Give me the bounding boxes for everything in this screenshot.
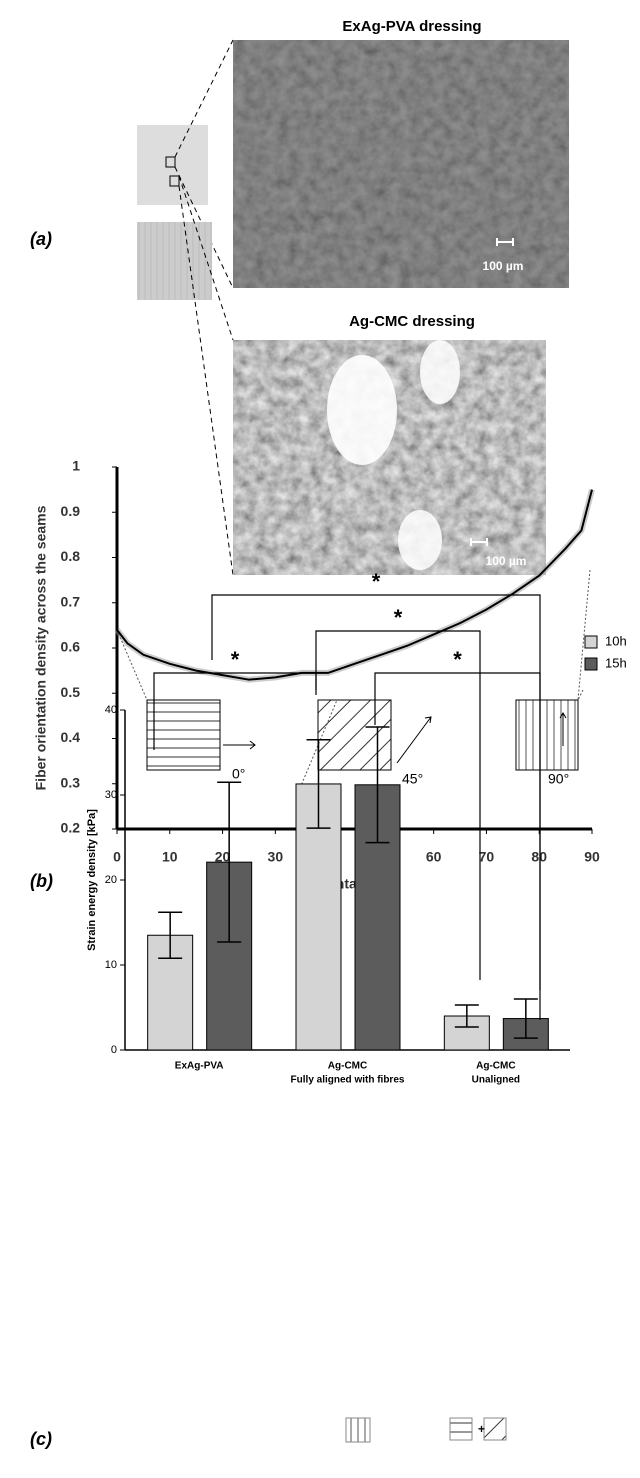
sample-swatch: [137, 125, 208, 205]
sample-stripes: [137, 222, 212, 300]
x-tick-label: 0: [113, 849, 121, 865]
significance-star: *: [394, 605, 403, 630]
y-tick-label: 0.4: [61, 729, 81, 745]
y-tick-label: 0: [111, 1044, 117, 1056]
bright-spot: [420, 340, 460, 404]
legend-swatch: [584, 657, 598, 671]
orientation-label: 90°: [548, 771, 569, 787]
zoom-box: [165, 156, 176, 168]
image-title: Ag-CMC dressing: [349, 313, 475, 330]
inset-patterns: [116, 569, 591, 789]
x-tick-label: 90: [584, 849, 600, 865]
bright-spot: [398, 510, 442, 570]
significance-bracket: [374, 672, 541, 990]
significance-star: *: [372, 569, 381, 594]
x-tick-sublabel: Fully aligned with fibres: [291, 1075, 405, 1086]
orientation-label: 45°: [402, 771, 423, 787]
error-bar: [158, 911, 183, 959]
scale-bar: [496, 238, 514, 246]
significance-star: *: [453, 647, 462, 672]
zoom-lines: [178, 175, 234, 576]
image-title: ExAg-PVA dressing: [342, 18, 481, 35]
micrograph: [233, 340, 546, 575]
zoom-box: [169, 175, 180, 187]
x-tick-label: 60: [426, 849, 442, 865]
x-tick-label: ExAg-PVA: [175, 1061, 224, 1072]
bottom-icons: +: [345, 1417, 507, 1443]
y-tick-label: 0.2: [61, 820, 81, 836]
y-tick-label: 30: [105, 789, 117, 801]
legend-label: 10h: [605, 633, 627, 648]
micrograph-shade: [233, 40, 569, 288]
panel-label: (b): [30, 871, 53, 891]
error-bar: [306, 739, 331, 829]
data-line: [116, 489, 593, 681]
scale-label: 100 µm: [483, 259, 524, 273]
x-tick-label: 80: [531, 849, 547, 865]
scale-label: 100 µm: [486, 554, 527, 568]
svg-text:+: +: [478, 1422, 485, 1436]
significance-star: *: [231, 647, 240, 672]
legend-swatch: [584, 635, 598, 649]
y-tick-label: 0.3: [61, 774, 81, 790]
y-axis-label: Strain energy density [kPa]: [86, 809, 98, 951]
x-tick-label: 70: [479, 849, 495, 865]
legend-label: 15h: [605, 655, 627, 670]
micrograph: [233, 40, 569, 288]
panel-label: (a): [30, 229, 52, 249]
y-tick-label: 40: [105, 704, 117, 716]
x-tick-label: Ag-CMC: [476, 1061, 515, 1072]
orientation-label: 0°: [232, 766, 245, 782]
y-tick-label: 0.6: [61, 639, 81, 655]
y-tick-label: 0.7: [61, 593, 81, 609]
error-bar: [454, 1004, 479, 1028]
panel-label: (c): [30, 1429, 52, 1449]
y-tick-label: 0.8: [61, 548, 81, 564]
y-tick-label: 10: [105, 959, 117, 971]
bright-spot: [327, 355, 397, 465]
error-bar: [513, 998, 538, 1039]
y-tick-label: 0.5: [61, 684, 81, 700]
error-bar: [365, 726, 390, 844]
scale-bar: [470, 538, 488, 546]
x-tick-label: 30: [268, 849, 284, 865]
y-axis-label: Fiber orientation density across the sea…: [33, 505, 49, 790]
x-tick-label: Ag-CMC: [328, 1061, 367, 1072]
error-bar: [217, 781, 242, 943]
x-tick-sublabel: Unaligned: [472, 1075, 520, 1086]
y-tick-label: 0.9: [61, 503, 81, 519]
significance-bracket: [315, 630, 481, 980]
y-tick-label: 20: [105, 874, 117, 886]
x-tick-label: 10: [162, 849, 178, 865]
x-tick-label: 20: [215, 849, 231, 865]
y-tick-label: 1: [72, 458, 80, 474]
